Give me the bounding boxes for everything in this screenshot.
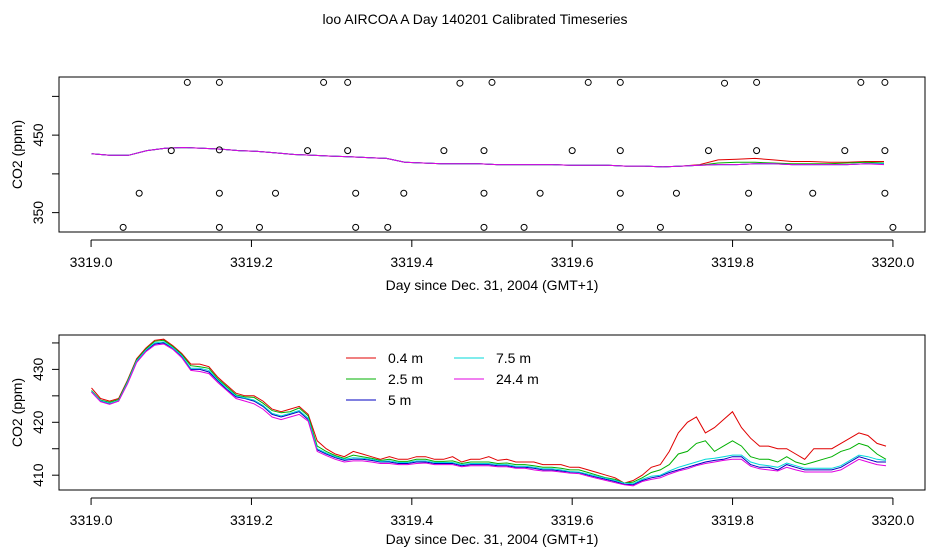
data-point <box>215 78 223 86</box>
y-tick-label: 410 <box>30 463 46 487</box>
data-point <box>304 147 312 155</box>
data-point <box>456 79 464 87</box>
legend: 0.4 m 2.5 m 5 m 7.5 m 24.4 m <box>346 350 539 408</box>
data-point <box>753 78 761 86</box>
x-tick-label: 3320.0 <box>872 512 915 528</box>
panel-top: 3319.0 3319.2 3319.4 3319.6 3319.8 3320.0 350… <box>9 76 926 293</box>
data-point <box>672 189 680 197</box>
x-axis-label-bottom: Day since Dec. 31, 2004 (GMT+1) <box>386 531 599 547</box>
points-layer-top <box>119 78 897 231</box>
data-point <box>841 147 849 155</box>
plot-frame-top <box>58 76 926 233</box>
x-axis-top: 3319.0 3319.2 3319.4 3319.6 3319.8 3320.0 <box>70 239 915 270</box>
x-tick-label: 3319.4 <box>390 512 433 528</box>
data-point <box>344 147 352 155</box>
data-point <box>215 146 223 154</box>
y-axis-label-top: CO2 (ppm) <box>9 120 25 189</box>
series-layer-bottom <box>91 338 887 487</box>
legend-label: 7.5 m <box>496 350 531 366</box>
series-line-2-5-m <box>91 339 887 484</box>
x-tick-label: 3319.0 <box>70 512 113 528</box>
data-point <box>809 189 817 197</box>
data-point <box>753 147 761 155</box>
legend-label: 24.4 m <box>496 371 539 387</box>
data-point <box>745 223 753 231</box>
panel-bottom: 3319.0 3319.2 3319.4 3319.6 3319.8 3320.0 410… <box>9 334 926 547</box>
data-point <box>616 78 624 86</box>
series-line-24-4-m <box>91 146 885 168</box>
x-tick-label: 3319.0 <box>70 254 113 270</box>
figure-title: loo AIRCOA A Day 140201 Calibrated Times… <box>322 11 627 27</box>
series-layer-top <box>91 146 885 168</box>
legend-label: 0.4 m <box>388 350 423 366</box>
data-point <box>881 78 889 86</box>
data-point <box>584 78 592 86</box>
data-point <box>745 189 753 197</box>
data-point <box>167 147 175 155</box>
x-tick-label: 3319.6 <box>551 512 594 528</box>
data-point <box>881 189 889 197</box>
x-tick-label: 3320.0 <box>872 254 915 270</box>
data-point <box>616 189 624 197</box>
data-point <box>480 223 488 231</box>
data-point <box>135 189 143 197</box>
data-point <box>255 223 263 231</box>
y-tick-label: 430 <box>30 357 46 381</box>
data-point <box>480 147 488 155</box>
data-point <box>400 189 408 197</box>
data-point <box>616 223 624 231</box>
data-point <box>721 79 729 87</box>
data-point <box>384 223 392 231</box>
y-tick-label: 420 <box>30 410 46 434</box>
data-point <box>520 223 528 231</box>
x-tick-label: 3319.8 <box>711 254 754 270</box>
data-point <box>320 78 328 86</box>
y-axis-top: 350 450 <box>30 95 60 225</box>
data-point <box>656 223 664 231</box>
y-axis-bottom: 410 420 430 <box>30 342 60 487</box>
x-tick-label: 3319.2 <box>230 512 273 528</box>
data-point <box>785 223 793 231</box>
y-tick-label: 450 <box>30 123 46 147</box>
x-tick-label: 3319.8 <box>711 512 754 528</box>
data-point <box>568 147 576 155</box>
series-line-0-4-m <box>91 338 887 484</box>
data-point <box>616 147 624 155</box>
data-point <box>857 78 865 86</box>
legend-label: 2.5 m <box>388 371 423 387</box>
data-point <box>352 189 360 197</box>
y-tick-label: 350 <box>30 201 46 225</box>
x-tick-label: 3319.4 <box>390 254 433 270</box>
x-axis-label-top: Day since Dec. 31, 2004 (GMT+1) <box>386 277 599 293</box>
data-point <box>215 189 223 197</box>
x-tick-label: 3319.2 <box>230 254 273 270</box>
series-line-24-4-m <box>91 343 887 487</box>
data-point <box>440 147 448 155</box>
data-point <box>705 147 712 155</box>
series-line-7-5-m <box>91 341 887 485</box>
data-point <box>272 189 279 197</box>
data-point <box>119 223 127 231</box>
data-point <box>488 78 496 86</box>
legend-label: 5 m <box>388 392 411 408</box>
data-point <box>889 223 897 231</box>
series-line-5-m <box>91 342 886 486</box>
data-point <box>352 223 360 231</box>
data-point <box>183 78 191 86</box>
data-point <box>344 78 352 86</box>
data-point <box>215 223 223 231</box>
x-tick-label: 3319.6 <box>551 254 594 270</box>
data-point <box>480 189 488 197</box>
x-axis-bottom: 3319.0 3319.2 3319.4 3319.6 3319.8 3320.0 <box>70 497 915 528</box>
data-point <box>536 189 544 197</box>
y-axis-label-bottom: CO2 (ppm) <box>9 378 25 447</box>
data-point <box>881 147 889 155</box>
